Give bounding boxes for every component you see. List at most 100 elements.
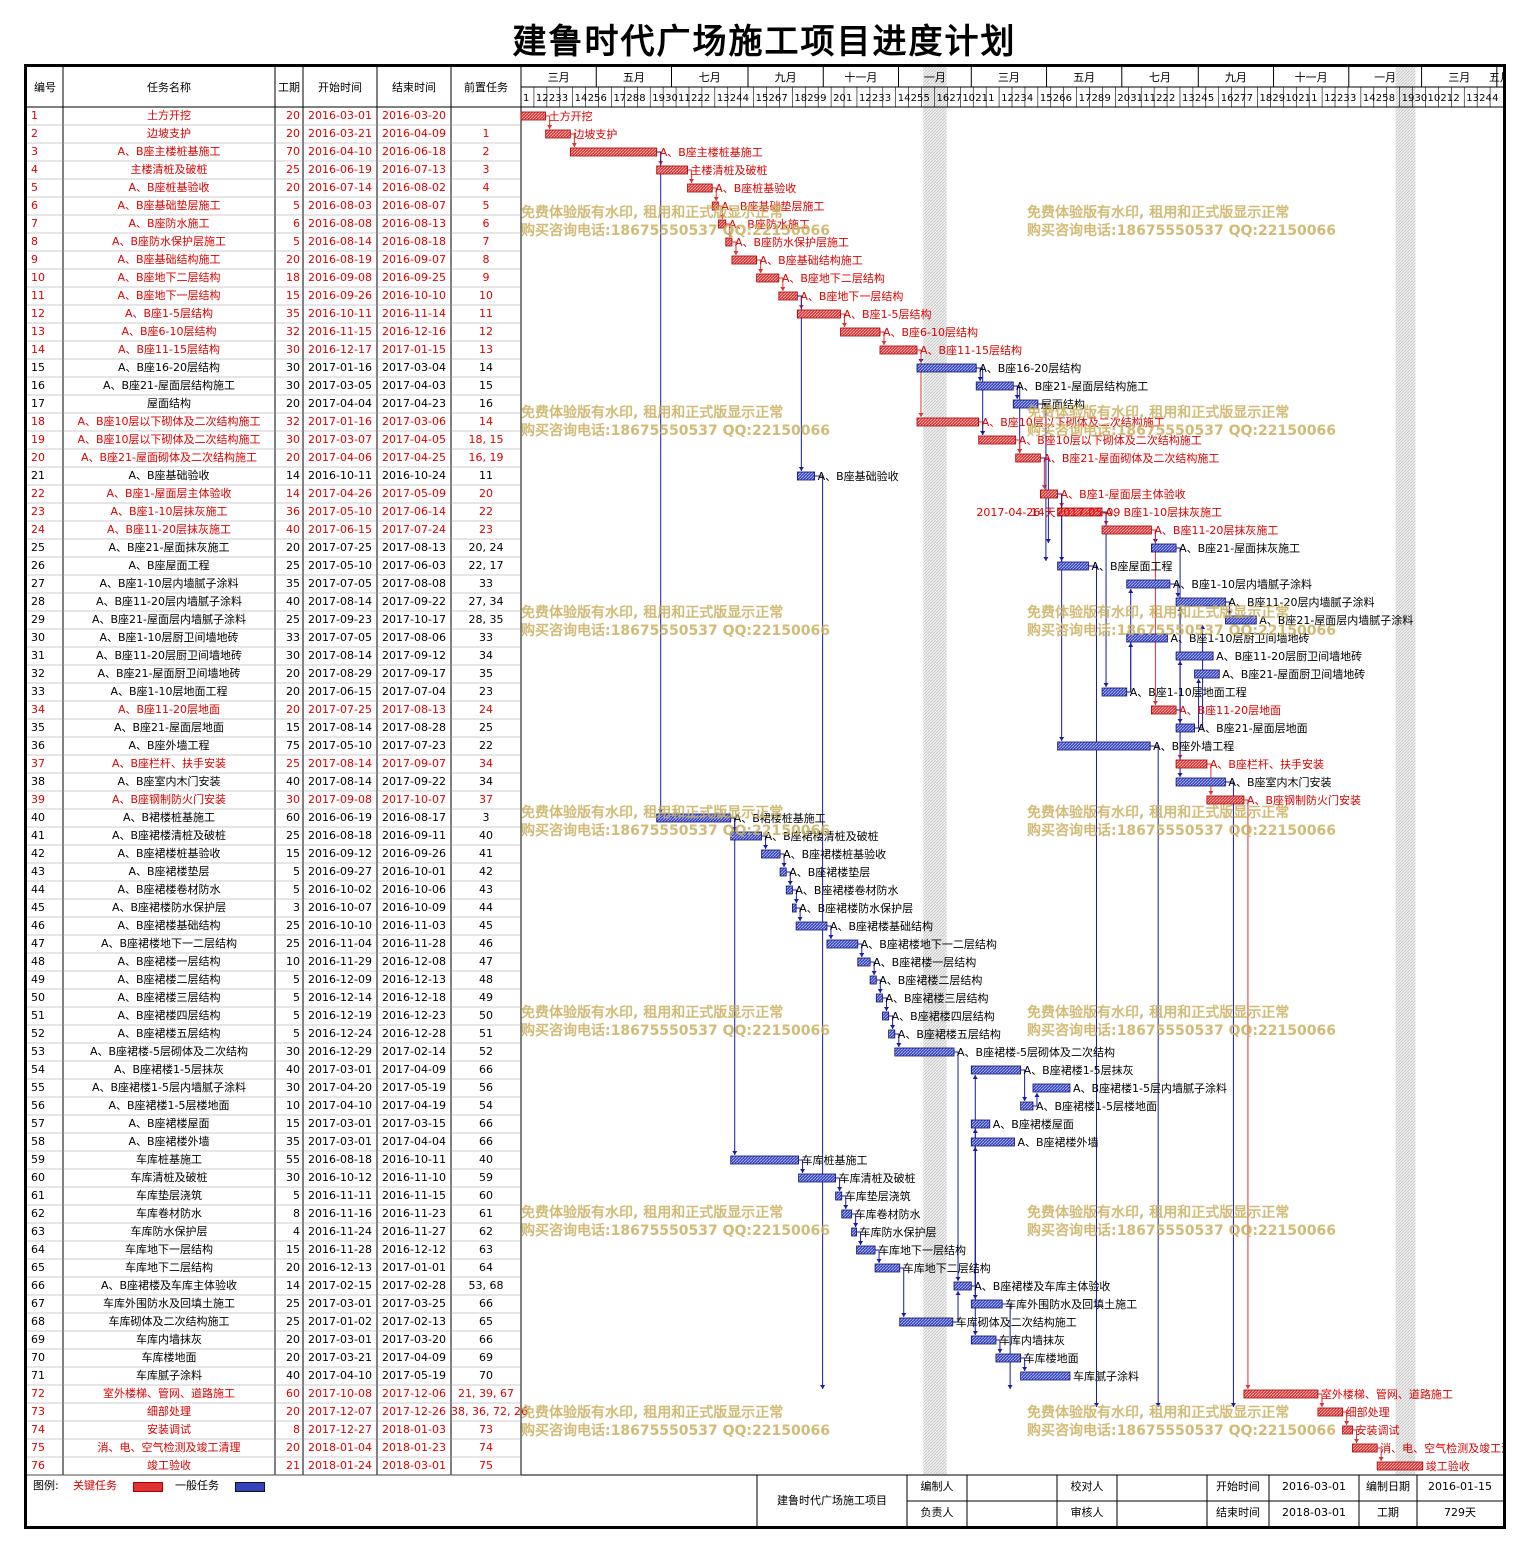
day-tick-label: 31	[1130, 93, 1143, 104]
task-bar-label: A、B座21-屋面厨卫间墙地砖	[1222, 667, 1365, 681]
dependency-link	[995, 1339, 1001, 1353]
dependency-arrow	[1093, 1403, 1099, 1407]
task-dur-cell: 25	[286, 1297, 300, 1310]
gantt-chart: 三月五月七月九月十一月一月三月五月七月九月十一月一月三月五月1122331425…	[27, 67, 1503, 1526]
day-tick-label: 25	[1376, 93, 1389, 104]
task-name-cell: 土方开挖	[147, 109, 191, 122]
dependency-link	[1020, 1069, 1026, 1101]
task-start-cell: 2016-12-09	[308, 973, 372, 986]
task-pred-cell: 56	[479, 1081, 493, 1094]
task-bar	[882, 1011, 890, 1021]
day-tick-label: 3	[885, 93, 891, 104]
task-id-cell: 51	[31, 1009, 45, 1022]
task-end-cell: 2018-01-23	[382, 1441, 446, 1454]
task-end-cell: 2017-07-23	[382, 739, 446, 752]
day-tick-label: 20	[833, 93, 846, 104]
dependency-arrow	[787, 881, 793, 885]
task-start-cell: 2017-04-10	[308, 1099, 372, 1112]
task-end-cell: 2017-04-19	[382, 1099, 446, 1112]
footer-duration: 729天	[1444, 1506, 1476, 1519]
task-start-cell: 2016-11-24	[308, 1225, 372, 1238]
task-bar-label: A、B座裙楼1-5层抹灰	[1024, 1063, 1134, 1077]
dependency-arrow	[571, 143, 577, 147]
day-tick-label: 8	[1389, 93, 1395, 104]
task-end-cell: 2017-08-13	[382, 703, 446, 716]
task-bar-label: A、B座桩基验收	[715, 181, 796, 195]
task-dur-cell: 21	[286, 1459, 300, 1472]
day-tick-label: 23	[1014, 93, 1027, 104]
task-id-cell: 73	[31, 1405, 45, 1418]
task-start-cell: 2016-06-19	[308, 811, 372, 824]
task-dur-cell: 14	[286, 469, 300, 482]
task-start-cell: 2017-03-21	[308, 1351, 372, 1364]
task-end-cell: 2016-11-23	[382, 1207, 446, 1220]
task-name-cell: A、B座11-20层内墙腻子涂料	[95, 595, 243, 608]
legend-normal-label: 一般任务	[175, 1479, 219, 1492]
task-dur-cell: 30	[286, 343, 300, 356]
dependency-arrow	[1208, 791, 1214, 795]
task-start-cell: 2017-07-25	[308, 541, 372, 554]
day-tick-label: 7	[1247, 93, 1253, 104]
task-name-cell: 车库腻子涂料	[136, 1369, 202, 1382]
dependency-arrow	[980, 431, 986, 435]
task-bar	[785, 885, 793, 895]
task-start-cell: 2016-12-17	[308, 343, 372, 356]
month-label: 七月	[1149, 71, 1171, 84]
task-bar-label: A、B座10层以下砌体及二次结构施工	[1019, 433, 1202, 447]
task-end-cell: 2016-04-09	[382, 127, 446, 140]
task-bar-label: 室外楼梯、管网、道路施工	[1321, 1387, 1453, 1401]
dependency-arrow	[881, 341, 887, 345]
day-tick-label: 9	[820, 93, 826, 104]
task-start-cell: 2016-04-10	[308, 145, 372, 158]
task-bar-label: A、B座裙楼1-5层楼地面	[1036, 1099, 1157, 1113]
task-start-cell: 2016-08-18	[308, 1153, 372, 1166]
task-start-cell: 2016-03-01	[308, 109, 372, 122]
task-id-cell: 60	[31, 1171, 45, 1184]
day-tick-label: 1	[523, 93, 529, 104]
dependency-link	[712, 187, 717, 201]
task-name-cell: A、B座21-屋面层内墙腻子涂料	[91, 613, 247, 626]
task-bar	[1101, 525, 1152, 535]
day-tick-label: 8	[639, 93, 645, 104]
task-start-cell: 2016-08-03	[308, 199, 372, 212]
task-bar-label: 边坡支护	[573, 127, 617, 141]
watermark-line2: 购买咨询电话:18675550537 QQ:22150066	[1027, 1422, 1336, 1439]
dependency-link	[841, 1195, 847, 1209]
task-bar	[875, 993, 883, 1003]
task-start-cell: 2016-11-28	[308, 1243, 372, 1256]
task-dur-cell: 18	[286, 271, 300, 284]
watermark-line2: 购买咨询电话:18675550537 QQ:22150066	[1027, 222, 1336, 239]
task-bar-label: 消、电、空气检测及竣工清理	[1380, 1441, 1503, 1455]
task-dur-cell: 20	[286, 397, 300, 410]
dependency-arrow	[820, 1385, 826, 1389]
dependency-arrow	[1007, 1385, 1013, 1389]
watermark-line2: 购买咨询电话:18675550537 QQ:22150066	[521, 1422, 830, 1439]
task-name-cell: A、B座栏杆、扶手安装	[111, 757, 227, 770]
day-tick-label: 14	[575, 93, 588, 104]
task-start-cell: 2017-09-08	[308, 793, 372, 806]
task-name-cell: A、B座裙楼垫层	[128, 865, 210, 878]
day-tick-label: 4	[743, 93, 749, 104]
task-dur-cell: 14	[286, 1279, 300, 1292]
dependency-link	[814, 475, 824, 1389]
task-bar-label: A、B座裙楼地下一二层结构	[861, 937, 997, 951]
header-predecessors: 前置任务	[464, 81, 508, 94]
dependency-link	[1194, 679, 1200, 729]
task-start-cell: 2017-04-26	[308, 487, 372, 500]
task-start-cell: 2017-05-10	[308, 505, 372, 518]
task-end-cell: 2017-04-09	[382, 1351, 446, 1364]
task-start-cell: 2017-02-15	[308, 1279, 372, 1292]
task-bar-label: A、B座裙楼防水保护层	[799, 901, 913, 915]
task-name-cell: 车库垫层浇筑	[136, 1189, 202, 1202]
task-name-cell: 室外楼梯、管网、道路施工	[103, 1387, 235, 1400]
day-tick-label: 12	[1001, 93, 1014, 104]
dependency-arrow	[1045, 539, 1051, 543]
task-end-cell: 2017-08-08	[382, 577, 446, 590]
task-id-cell: 70	[31, 1351, 45, 1364]
task-start-cell: 2016-09-26	[308, 289, 372, 302]
task-end-cell: 2017-04-09	[382, 1063, 446, 1076]
task-start-cell: 2018-01-04	[308, 1441, 372, 1454]
task-name-cell: 车库桩基施工	[136, 1153, 202, 1166]
task-start-cell: 2016-08-14	[308, 235, 372, 248]
task-dur-cell: 5	[293, 199, 300, 212]
